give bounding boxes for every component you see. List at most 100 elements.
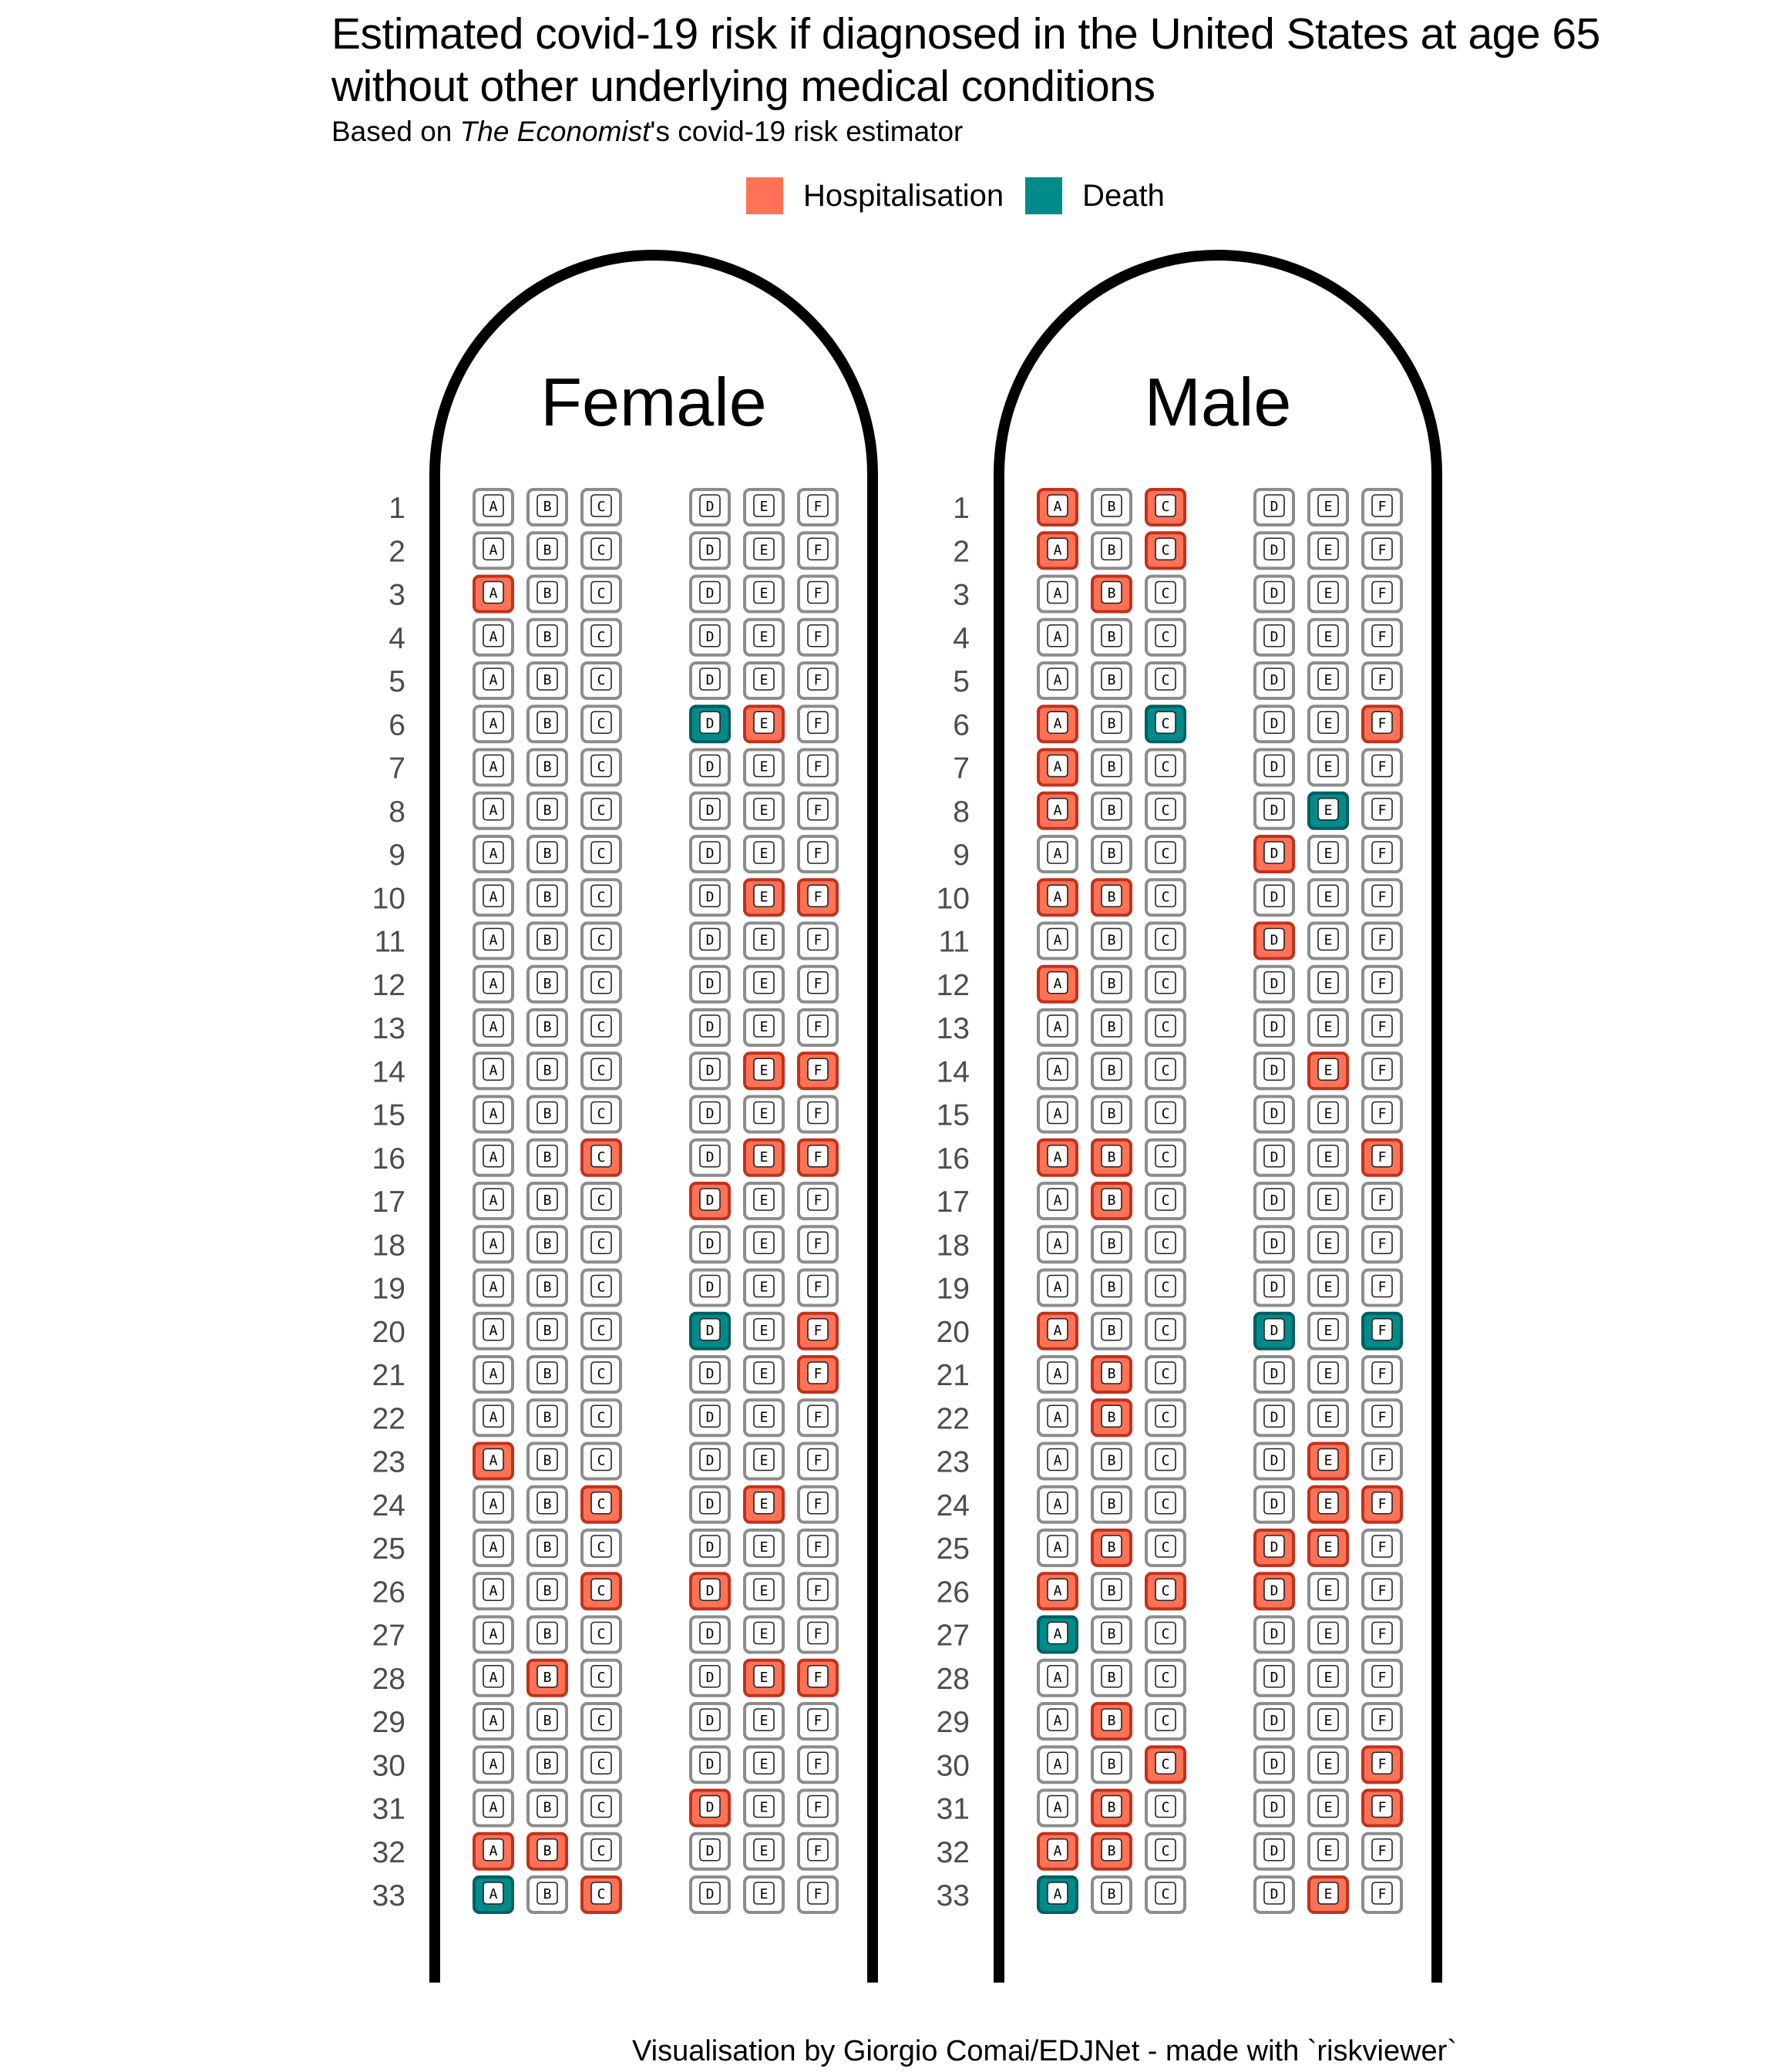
seat-letter: E	[1324, 1366, 1333, 1382]
seat-cushion	[1263, 1578, 1285, 1602]
seat-letter: B	[543, 1106, 552, 1122]
seat-letter: F	[1378, 542, 1387, 558]
seat-letter: B	[1108, 672, 1116, 688]
seat-cushion	[1047, 1664, 1068, 1688]
seat-cushion	[699, 711, 721, 735]
seat-none: B	[1091, 1095, 1132, 1134]
seat-letter: D	[1270, 889, 1279, 905]
seat-letter: F	[1378, 1756, 1387, 1772]
seat-cushion	[536, 711, 558, 735]
seat-none: E	[743, 921, 785, 960]
row-label: 5	[388, 665, 405, 698]
seat-letter: D	[1270, 1539, 1279, 1556]
seat-letter: C	[1162, 1626, 1170, 1643]
seat-none: E	[1307, 1182, 1349, 1220]
seat-death: E	[1307, 791, 1349, 830]
seat-cushion	[483, 1491, 504, 1515]
seat-cushion	[1155, 1448, 1176, 1472]
seat-cushion	[1371, 841, 1393, 864]
seat-none: A	[473, 1311, 514, 1350]
seat-cushion	[1101, 841, 1122, 864]
seat-none: C	[1145, 1485, 1186, 1524]
row-label: 16	[372, 1142, 405, 1176]
seat-cushion	[699, 1188, 721, 1211]
seat-none: D	[1253, 1225, 1295, 1264]
seat-cushion	[483, 1708, 504, 1731]
seat-letter: A	[489, 1583, 498, 1599]
seat-letter: C	[1162, 1106, 1170, 1122]
seat-cushion	[1317, 1188, 1339, 1211]
seat-letter: A	[1054, 1496, 1062, 1512]
seat-cushion	[1317, 884, 1339, 908]
seat-cushion	[1371, 754, 1393, 778]
panels-group: Female 1 A B C D E F 2 A B C D E F 3 A B C D E F 4 A B C D E F 5 A B C D E…	[372, 250, 1442, 1983]
seat-cushion	[753, 1491, 775, 1515]
seat-cushion	[699, 1882, 721, 1905]
seat-none: A	[473, 1051, 514, 1091]
seat-cushion	[590, 1058, 612, 1081]
seat-cushion	[483, 537, 504, 561]
seat-letter: A	[1054, 1583, 1062, 1599]
seat-none: C	[580, 531, 622, 570]
seat-letter: D	[1270, 542, 1279, 558]
seat-letter: E	[1324, 1626, 1333, 1643]
seat-none: C	[1145, 1095, 1186, 1134]
seat-none: B	[526, 1008, 568, 1047]
seat-cushion	[1263, 884, 1285, 908]
seat-none: D	[689, 1398, 731, 1438]
seat-letter: E	[760, 1756, 769, 1772]
seat-letter: C	[1162, 1409, 1170, 1425]
seat-letter: F	[1378, 889, 1387, 905]
seat-letter: F	[814, 715, 822, 732]
seat-letter: D	[1270, 1800, 1279, 1816]
seat-letter: D	[1270, 1192, 1279, 1209]
seat-letter: C	[597, 1192, 606, 1209]
seat-cushion	[1317, 1794, 1339, 1818]
seat-letter: E	[760, 1670, 769, 1686]
seat-cushion	[699, 1101, 721, 1125]
seat-cushion	[753, 1231, 775, 1255]
seat-cushion	[699, 1535, 721, 1558]
seat-cushion	[1101, 1491, 1122, 1515]
seat-none: D	[689, 1832, 731, 1871]
row-label: 14	[372, 1055, 405, 1088]
seat-none: B	[526, 1572, 568, 1611]
seat-letter: A	[489, 1886, 498, 1902]
seat-cushion	[699, 1838, 721, 1862]
seat-cushion	[1263, 1101, 1285, 1125]
seat-letter: A	[489, 672, 498, 688]
row-label: 26	[372, 1576, 405, 1609]
seat-letter: A	[489, 1626, 498, 1643]
seat-cushion	[536, 1361, 558, 1384]
seat-cushion	[536, 970, 558, 994]
seat-letter: C	[597, 586, 606, 602]
seat-hospitalisation: A	[1037, 1832, 1078, 1871]
row-label: 16	[937, 1142, 970, 1176]
seat-none: F	[797, 574, 839, 614]
seat-letter: D	[706, 629, 715, 645]
seat-cushion	[1047, 1448, 1068, 1472]
seat-cushion	[483, 1274, 504, 1298]
seat-letter: E	[1324, 1106, 1333, 1122]
seat-cushion	[590, 1188, 612, 1211]
seat-cushion	[699, 1058, 721, 1081]
seat-none: D	[689, 1615, 731, 1654]
seat-hospitalisation: F	[1361, 1138, 1403, 1177]
seat-cushion	[1371, 884, 1393, 908]
seat-hospitalisation: B	[1091, 1355, 1132, 1394]
seat-letter: C	[1162, 542, 1170, 558]
seat-letter: F	[814, 1019, 822, 1035]
seat-cushion	[753, 1274, 775, 1298]
seat-letter: A	[1054, 499, 1062, 515]
seat-letter: A	[489, 542, 498, 558]
seat-letter: E	[760, 1583, 769, 1599]
seat-none: C	[580, 661, 622, 700]
seat-none: F	[1361, 1225, 1403, 1264]
seat-none: D	[689, 921, 731, 960]
caption: Visualisation by Giorgio Comai/EDJNet - …	[632, 2035, 1457, 2067]
seat-none: E	[1307, 1398, 1349, 1438]
seat-cushion	[1371, 668, 1393, 691]
seat-cushion	[590, 1317, 612, 1341]
seat-letter: F	[1378, 715, 1387, 732]
